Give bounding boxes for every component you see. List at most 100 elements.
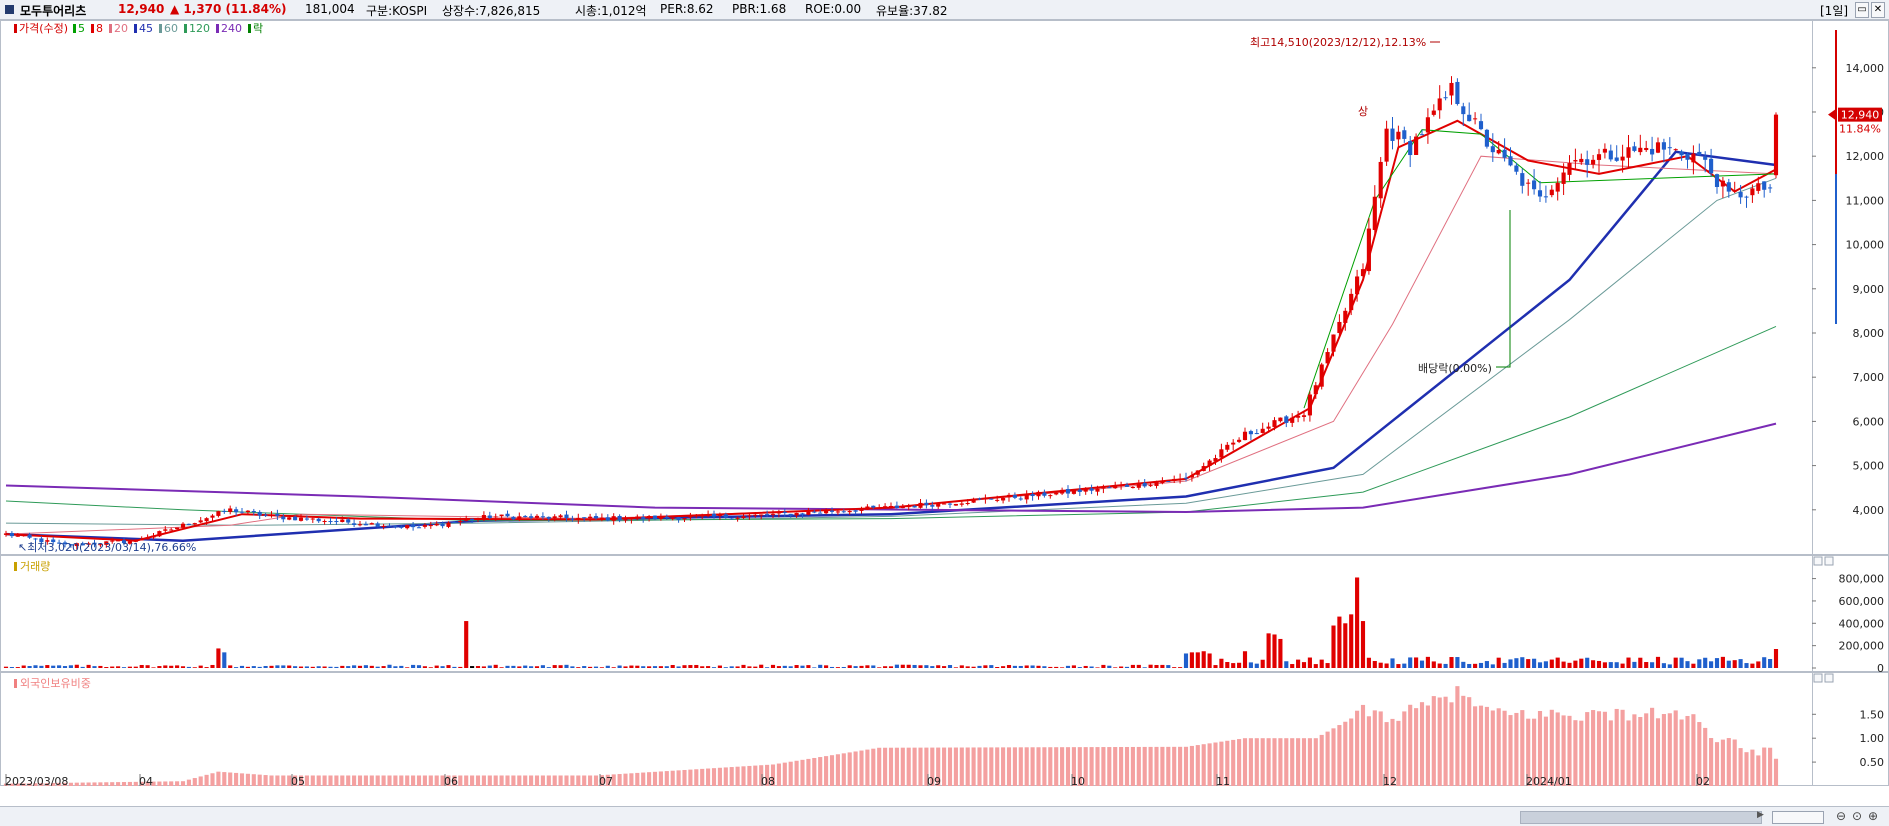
legend-item[interactable]: 20: [114, 22, 128, 35]
candle-body: [481, 515, 486, 519]
foreign-bar: [1685, 715, 1690, 786]
foreign-bar: [458, 775, 463, 786]
candle-body: [1402, 130, 1407, 139]
volume-bar: [1661, 663, 1666, 668]
volume-bar: [287, 665, 292, 668]
foreign-bar: [977, 747, 982, 786]
pane-close-button[interactable]: [1824, 556, 1834, 566]
candle-body: [1414, 136, 1419, 155]
volume-bar: [68, 665, 73, 668]
candle-body: [582, 517, 587, 519]
candle-body: [888, 505, 894, 507]
foreign-bar: [1237, 739, 1242, 786]
zoom-slider[interactable]: [1772, 811, 1824, 824]
candle-body: [145, 537, 150, 540]
foreign-bar: [180, 781, 186, 786]
foreign-bar: [1732, 739, 1737, 786]
volume-bar: [1142, 667, 1147, 668]
foreign-bar: [281, 775, 286, 786]
candle-body: [1396, 131, 1401, 140]
foreign-bar: [1313, 738, 1318, 786]
restore-button[interactable]: ▭: [1855, 2, 1869, 18]
volume-bar: [1473, 663, 1478, 668]
pane-restore-button[interactable]: [1813, 556, 1823, 566]
zoom-reset-icon[interactable]: ⊙: [1852, 809, 1863, 823]
legend-item[interactable]: 8: [96, 22, 103, 35]
foreign-tick-label: 0.50: [1860, 756, 1885, 769]
volume-bar: [1325, 663, 1330, 668]
volume-bar: [1591, 660, 1596, 668]
candle-body: [1195, 470, 1200, 475]
foreign-bar: [959, 747, 964, 786]
legend-item[interactable]: 240: [221, 22, 242, 35]
candle-body: [198, 520, 203, 523]
candle-body: [387, 525, 392, 527]
foreign-bar: [942, 747, 947, 786]
volume-bar: [971, 666, 976, 668]
candle-body: [216, 511, 221, 516]
foreign-bar: [210, 773, 215, 786]
foreign-bar: [1296, 738, 1301, 786]
legend-item[interactable]: 120: [189, 22, 210, 35]
candle-body: [257, 511, 262, 516]
volume-bar: [74, 664, 79, 668]
volume-bar: [1366, 657, 1371, 668]
foreign-bar: [700, 768, 705, 786]
volume-bar: [1148, 664, 1153, 668]
scrollbar-thumb[interactable]: [1520, 811, 1762, 824]
volume-bar: [375, 666, 380, 668]
scroll-right-arrow[interactable]: ▶: [1757, 810, 1764, 820]
foreign-bar: [605, 774, 610, 786]
pane-restore-button[interactable]: [1813, 673, 1823, 683]
candle-body: [1360, 269, 1366, 277]
candle-body: [287, 517, 292, 520]
candle-body: [245, 510, 250, 513]
foreign-bar: [481, 775, 486, 786]
foreign-bar: [1419, 702, 1425, 786]
foreign-bar: [1213, 742, 1218, 786]
candle-body: [39, 538, 44, 543]
pbr-value: PBR:1.68: [732, 2, 787, 16]
candle-body: [1756, 183, 1761, 191]
legend-swatch: [216, 24, 219, 33]
volume-bar: [1514, 658, 1519, 668]
candle-body: [1425, 117, 1430, 133]
candle-body: [1060, 489, 1065, 494]
foreign-bar: [1219, 741, 1224, 786]
volume-bar: [930, 666, 935, 668]
foreign-bar: [293, 775, 298, 786]
legend-item[interactable]: 락: [253, 22, 263, 35]
volume-bar: [1532, 658, 1537, 668]
legend-item[interactable]: 45: [139, 22, 153, 35]
legend-item[interactable]: 가격(수정): [19, 22, 68, 35]
candle-body: [1714, 174, 1720, 187]
foreign-bar: [770, 764, 776, 786]
candle-body: [1620, 156, 1625, 161]
candle-body: [1272, 420, 1277, 427]
volume-bar: [1443, 663, 1448, 668]
x-tick-label: 08: [761, 775, 775, 788]
legend-item[interactable]: 60: [164, 22, 178, 35]
volume-bar: [104, 667, 109, 668]
candle-body: [570, 518, 575, 520]
volume-bar: [1242, 651, 1248, 668]
zoom-out-icon[interactable]: ⊖: [1836, 809, 1847, 823]
chart-scrollbar[interactable]: ▶ ⊖ ⊙ ⊕: [0, 806, 1889, 826]
candle-body: [546, 516, 551, 519]
foreign-bar: [546, 775, 551, 786]
foreign-bar: [1632, 714, 1637, 786]
price-tick-label: 7,000: [1853, 371, 1885, 384]
foreign-bar: [1307, 738, 1312, 786]
period-button[interactable]: [1일]: [1820, 4, 1849, 18]
foreign-bar: [416, 775, 422, 786]
candle-body: [664, 516, 669, 519]
candle-body: [824, 510, 829, 514]
legend-item[interactable]: 5: [78, 22, 85, 35]
close-button[interactable]: ✕: [1871, 2, 1885, 18]
zoom-in-icon[interactable]: ⊕: [1868, 809, 1879, 823]
foreign-bar: [1337, 725, 1342, 786]
pane-close-button[interactable]: [1824, 673, 1834, 683]
volume-bar: [788, 666, 793, 668]
candle-body: [428, 525, 433, 527]
foreign-bar: [1355, 710, 1360, 786]
